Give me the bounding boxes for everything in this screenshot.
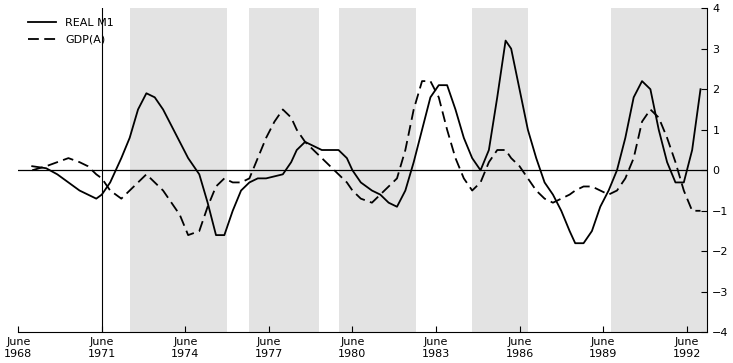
Legend: REAL M1, GDP(A): REAL M1, GDP(A) — [24, 14, 118, 49]
Bar — [472, 8, 528, 333]
Bar — [130, 8, 227, 333]
Bar — [249, 8, 319, 333]
Bar — [611, 8, 707, 333]
Bar — [339, 8, 416, 333]
